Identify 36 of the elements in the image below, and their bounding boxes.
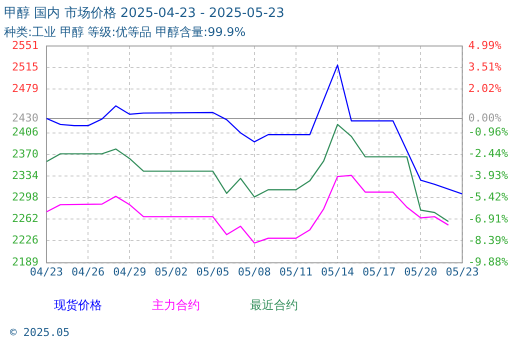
y2-tick-label: 0.00% xyxy=(468,112,502,125)
x-tick-label: 04/26 xyxy=(72,265,105,278)
y-tick-label: 2430 xyxy=(12,111,38,124)
x-tick-label: 05/05 xyxy=(196,265,230,278)
x-tick-label: 05/17 xyxy=(362,265,396,278)
text: 现货价格 xyxy=(54,298,102,312)
text: 主力合约 xyxy=(152,298,200,312)
y-tick-label: 2370 xyxy=(12,147,38,160)
y2-tick-label: -2.44% xyxy=(468,147,508,160)
y-tick-label: 2298 xyxy=(12,190,38,204)
x-tick-label: 05/14 xyxy=(320,265,354,278)
y2-tick-label: 2.02% xyxy=(468,82,502,96)
x-tick-label: 05/23 xyxy=(446,265,479,278)
y2-tick-label: -0.96% xyxy=(468,126,508,139)
x-tick-label: 04/29 xyxy=(113,265,146,278)
x-tick-label: 05/11 xyxy=(279,265,313,278)
x-tick-label: 05/20 xyxy=(404,265,438,278)
y2-tick-label: -3.93% xyxy=(468,168,508,182)
y2-tick-label: -8.39% xyxy=(468,234,508,247)
y2-tick-label: -5.42% xyxy=(468,190,508,204)
x-tick-label: 05/02 xyxy=(154,265,188,278)
y-tick-label: 2515 xyxy=(12,60,38,74)
y2-tick-label: 3.51% xyxy=(468,60,502,74)
chart-title: 甲醇 国内 市场价格 2025-04-23 - 2025-05-23 xyxy=(4,6,284,22)
y-tick-label: 2262 xyxy=(12,212,38,225)
y-tick-label: 2406 xyxy=(12,126,38,139)
y-tick-label: 2226 xyxy=(12,234,38,246)
y2-tick-label: 4.99% xyxy=(468,38,502,52)
y-tick-label: 2479 xyxy=(12,82,38,95)
y2-tick-label: -6.91% xyxy=(468,212,508,226)
x-tick-label: 05/08 xyxy=(238,265,271,278)
y-tick-label: 2551 xyxy=(12,38,38,52)
text: © 2025.05 xyxy=(10,326,70,339)
y-tick-label: 2334 xyxy=(12,168,39,182)
chart-subtitle: 种类:工业 甲醇 等级:优等品 甲醇含量:99.9% xyxy=(4,24,246,39)
text: 最近合约 xyxy=(250,298,298,312)
